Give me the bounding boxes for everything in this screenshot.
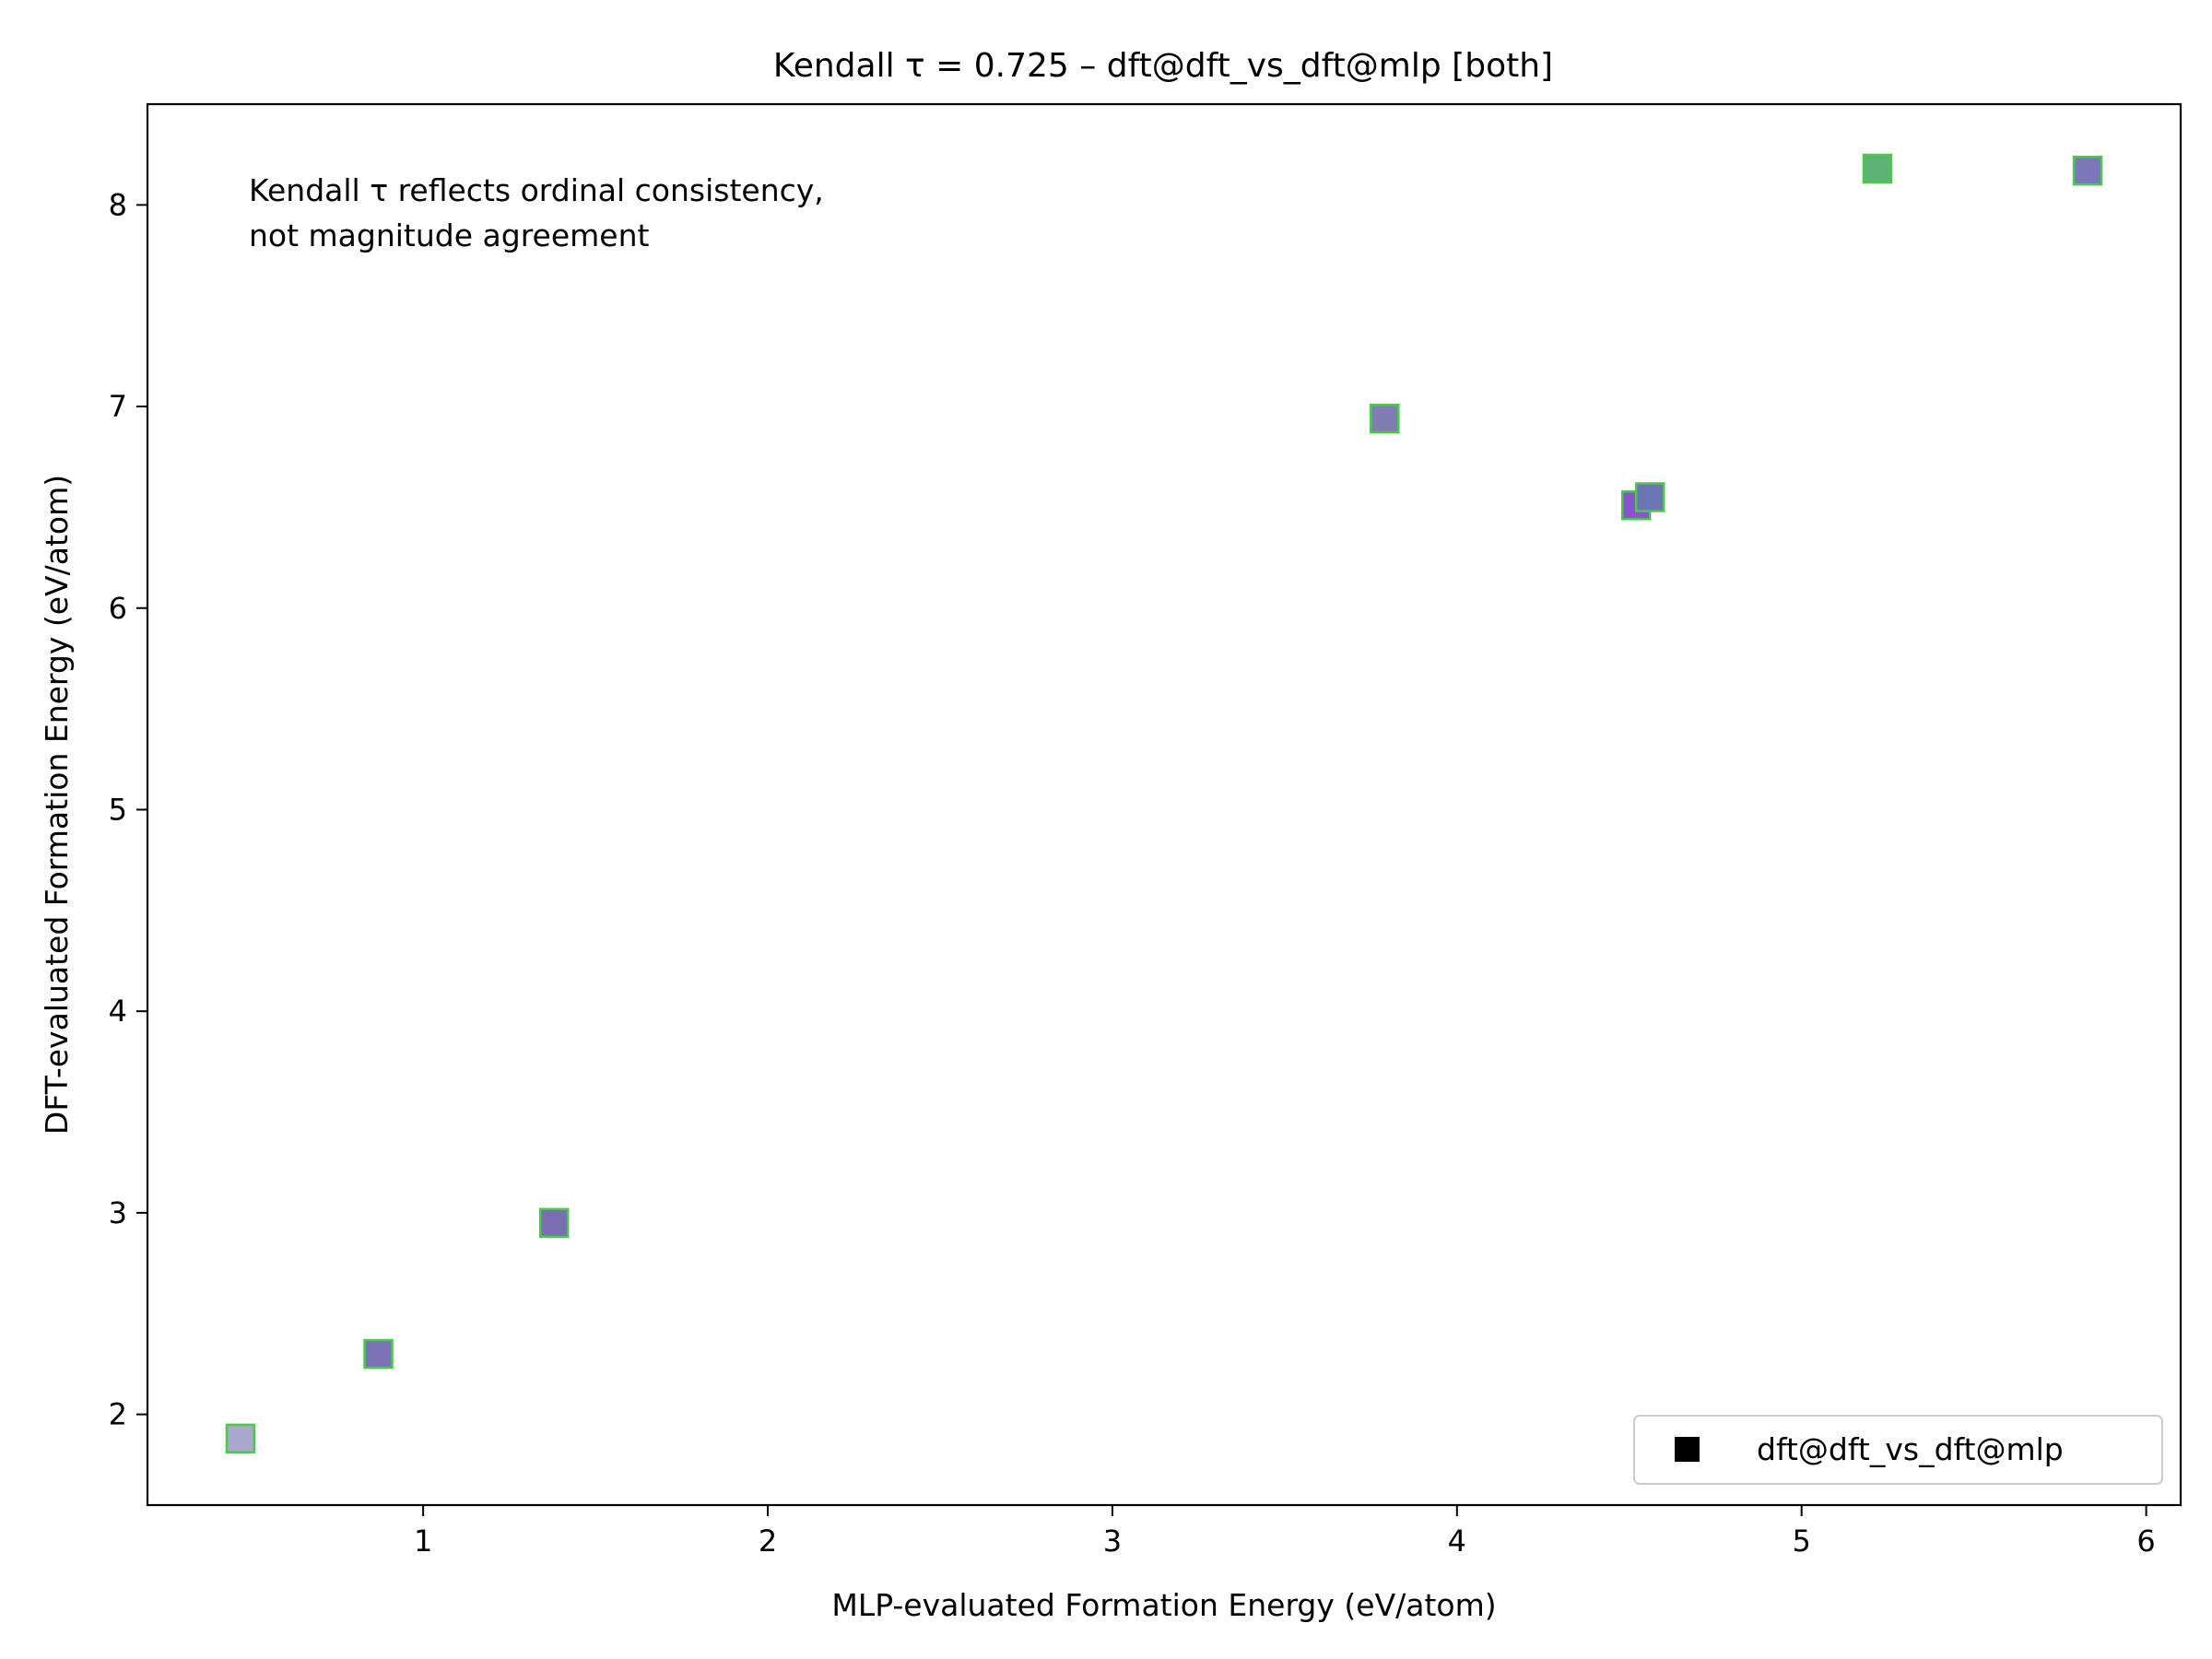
data-point [225,1423,256,1454]
y-tick-label: 8 [109,187,127,222]
y-tick-label: 6 [109,591,127,626]
legend-label: dft@dft_vs_dft@mlp [1757,1431,2064,1467]
x-tick-label: 4 [1448,1524,1466,1559]
x-tick-label: 3 [1103,1524,1122,1559]
data-point [1370,403,1400,434]
legend: dft@dft_vs_dft@mlp [1633,1415,2163,1485]
y-tick-label: 2 [109,1397,127,1432]
data-point [1634,482,1665,512]
x-tick-label: 6 [2136,1524,2155,1559]
legend-marker [1675,1437,1700,1462]
x-tick-label: 5 [1793,1524,1811,1559]
x-tick-label: 1 [414,1524,432,1559]
annotation-line-2: not magnitude agreement [249,218,650,253]
data-point [363,1338,394,1370]
chart-title: Kendall τ = 0.725 – dft@dft_vs_dft@mlp [… [773,47,1553,85]
x-axis-ticks: 1 2 3 4 5 6 [414,1505,2156,1559]
legend-box [1633,1415,2163,1485]
y-axis-ticks: 2 3 4 5 6 7 8 [109,187,147,1432]
data-point [2072,155,2103,186]
x-axis-label: MLP-evaluated Formation Energy (eV/atom) [831,1587,1496,1623]
data-point [538,1207,570,1239]
data-points [225,153,2103,1454]
y-tick-label: 7 [109,389,127,424]
y-tick-label: 5 [109,792,127,827]
y-axis-label: DFT-evaluated Formation Energy (eV/atom) [39,475,75,1135]
y-tick-label: 3 [109,1195,127,1230]
plot-frame [146,102,2183,1507]
y-tick-label: 4 [109,994,127,1029]
data-point [1862,153,1893,184]
x-tick-label: 2 [759,1524,777,1559]
annotation-line-1: Kendall τ reflects ordinal consistency, [249,172,824,208]
